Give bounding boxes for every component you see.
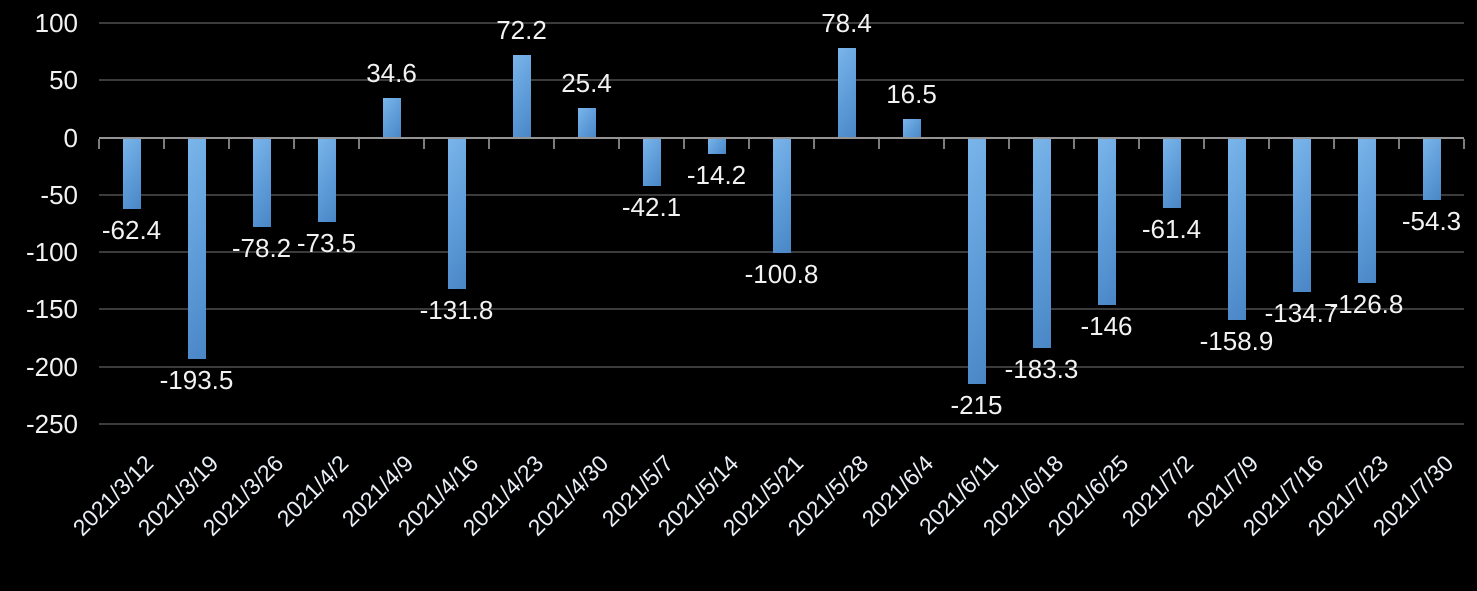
bar bbox=[382, 97, 401, 138]
y-axis-tick-label: 50 bbox=[49, 65, 78, 96]
bar bbox=[447, 137, 466, 289]
bar-value-label: -134.7 bbox=[1264, 297, 1339, 328]
bar bbox=[1162, 137, 1181, 208]
axis-tick bbox=[813, 138, 815, 149]
bar-value-label: -54.3 bbox=[1401, 205, 1462, 236]
bar-value-label: -126.8 bbox=[1329, 288, 1404, 319]
axis-tick bbox=[943, 138, 945, 149]
bar-value-label: -42.1 bbox=[621, 191, 682, 222]
bar-value-label: -62.4 bbox=[101, 215, 162, 246]
gridline bbox=[99, 423, 1464, 425]
bar-value-label: -146 bbox=[1080, 310, 1133, 341]
bar bbox=[317, 137, 336, 222]
axis-tick bbox=[618, 138, 620, 149]
bar-value-label: -193.5 bbox=[159, 365, 234, 396]
y-axis-tick-label: -150 bbox=[25, 294, 78, 325]
bar-value-label: 16.5 bbox=[886, 78, 937, 109]
axis-tick bbox=[1268, 138, 1270, 149]
y-axis-tick-label: -200 bbox=[25, 351, 78, 382]
bar-value-label: -158.9 bbox=[1199, 325, 1274, 356]
bar-value-label: -14.2 bbox=[686, 159, 747, 190]
axis-tick bbox=[293, 138, 295, 149]
axis-tick bbox=[228, 138, 230, 149]
axis-tick bbox=[358, 138, 360, 149]
bar-value-label: 72.2 bbox=[496, 14, 547, 45]
axis-tick bbox=[163, 138, 165, 149]
gridline bbox=[99, 365, 1464, 368]
bar-value-label: -78.2 bbox=[231, 233, 292, 264]
bar bbox=[772, 137, 791, 254]
bar bbox=[1422, 137, 1441, 200]
axis-tick bbox=[1073, 138, 1075, 149]
bar-value-label: -73.5 bbox=[296, 227, 357, 258]
bar-value-label: -100.8 bbox=[744, 259, 819, 290]
axis-tick bbox=[1398, 138, 1400, 149]
axis-tick bbox=[1463, 138, 1465, 149]
bar bbox=[1097, 137, 1116, 305]
bar bbox=[187, 137, 206, 360]
bar bbox=[1357, 137, 1376, 283]
bar bbox=[837, 47, 856, 138]
bar-value-label: 78.4 bbox=[821, 7, 872, 38]
bar bbox=[577, 108, 596, 138]
bar bbox=[1032, 137, 1051, 348]
y-axis-tick-label: 100 bbox=[34, 8, 78, 38]
y-axis-tick-label: -100 bbox=[25, 237, 78, 268]
axis-tick bbox=[878, 138, 880, 149]
bar-value-label: -61.4 bbox=[1141, 213, 1202, 244]
bar-value-label: 25.4 bbox=[561, 68, 612, 99]
axis-tick bbox=[488, 138, 490, 149]
bar bbox=[512, 54, 531, 138]
bar-value-label: -215 bbox=[950, 389, 1003, 420]
axis-tick bbox=[1008, 138, 1010, 149]
bar bbox=[707, 137, 726, 154]
axis-tick bbox=[1138, 138, 1140, 149]
axis-tick bbox=[683, 138, 685, 149]
y-axis-tick-label: 0 bbox=[63, 122, 78, 153]
axis-tick bbox=[553, 138, 555, 149]
bar bbox=[1292, 137, 1311, 292]
bar bbox=[642, 137, 661, 186]
axis-tick bbox=[423, 138, 425, 149]
axis-tick bbox=[1203, 138, 1205, 149]
bar bbox=[252, 137, 271, 228]
bar bbox=[122, 137, 141, 210]
bar bbox=[967, 137, 986, 384]
bar-value-label: -131.8 bbox=[419, 294, 494, 325]
y-axis-tick-label: -250 bbox=[25, 409, 78, 439]
bar-value-label: 34.6 bbox=[366, 57, 417, 88]
bar-value-label: -183.3 bbox=[1004, 353, 1079, 384]
bar bbox=[902, 118, 921, 138]
y-axis-tick-label: -50 bbox=[40, 179, 78, 210]
x-axis-line bbox=[99, 136, 1464, 139]
axis-tick bbox=[98, 138, 100, 149]
axis-tick bbox=[1333, 138, 1335, 149]
axis-tick bbox=[748, 138, 750, 149]
gridline bbox=[99, 22, 1464, 24]
bar bbox=[1227, 137, 1246, 320]
gridline bbox=[99, 79, 1464, 82]
gridline bbox=[99, 308, 1464, 311]
